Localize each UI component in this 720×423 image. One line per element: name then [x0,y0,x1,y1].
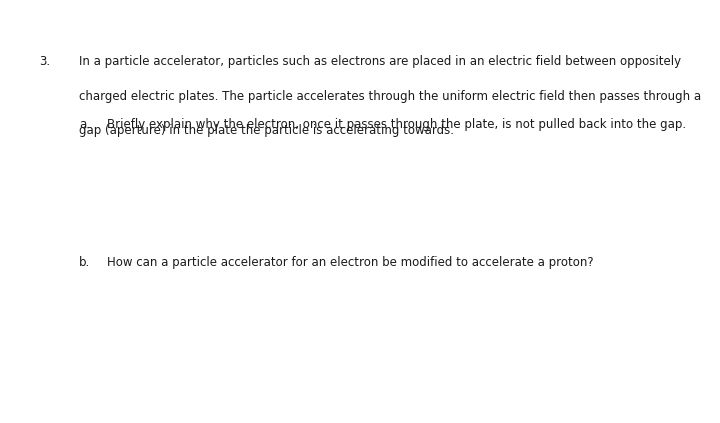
Text: Briefly explain why the electron, once it passes through the plate, is not pulle: Briefly explain why the electron, once i… [107,118,685,132]
Text: In a particle accelerator, particles such as electrons are placed in an electric: In a particle accelerator, particles suc… [79,55,681,68]
Text: gap (aperture) in the plate the particle is accelerating towards.: gap (aperture) in the plate the particle… [79,124,454,137]
Text: charged electric plates. The particle accelerates through the uniform electric f: charged electric plates. The particle ac… [79,90,701,103]
Text: How can a particle accelerator for an electron be modified to accelerate a proto: How can a particle accelerator for an el… [107,256,593,269]
Text: a.: a. [79,118,90,132]
Text: b.: b. [79,256,91,269]
Text: 3.: 3. [40,55,50,68]
